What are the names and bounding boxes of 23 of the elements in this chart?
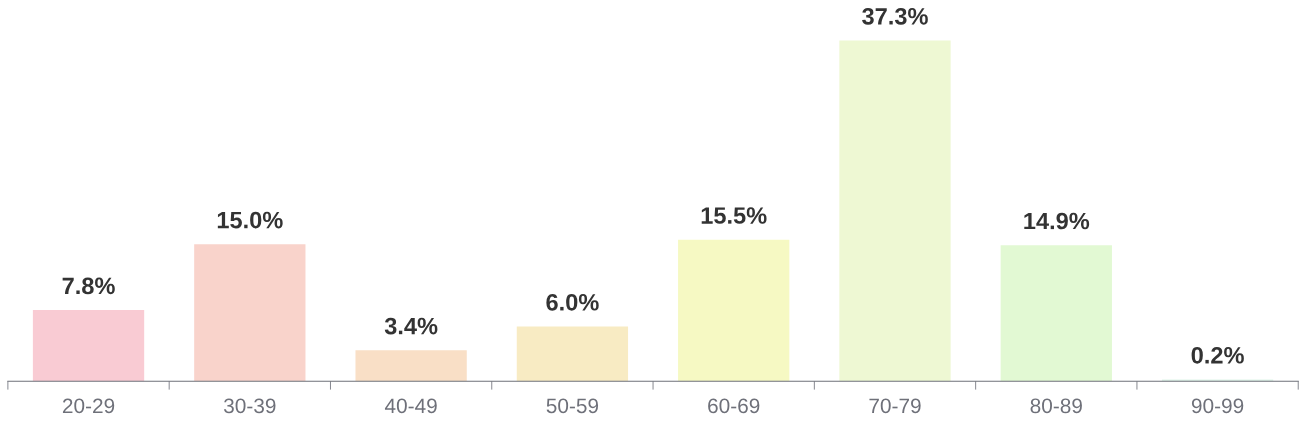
data-label: 0.2% xyxy=(1191,346,1244,364)
bar xyxy=(678,239,790,382)
x-tick-label: 70-79 xyxy=(869,398,921,414)
bar xyxy=(355,350,467,382)
data-label: 3.4% xyxy=(384,317,438,335)
data-label: 37.3% xyxy=(862,7,928,25)
x-tick-label: 80-89 xyxy=(1030,398,1082,414)
data-label: 7.8% xyxy=(62,277,115,295)
x-tick-label: 20-29 xyxy=(62,398,115,414)
x-tick-label: 90-99 xyxy=(1191,398,1244,414)
bar xyxy=(839,40,951,382)
bar xyxy=(1000,245,1112,382)
x-tick-label: 40-49 xyxy=(384,398,437,414)
x-tick-label: 50-59 xyxy=(546,398,599,414)
x-tick-label: 60-69 xyxy=(708,398,760,414)
data-label: 15.5% xyxy=(701,207,767,224)
data-label: 6.0% xyxy=(546,293,599,311)
data-label: 15.0% xyxy=(217,211,283,229)
bar xyxy=(32,310,145,382)
bar xyxy=(194,244,306,382)
x-tick-label: 30-39 xyxy=(223,398,276,414)
bar xyxy=(516,326,629,382)
data-label: 14.9% xyxy=(1024,212,1090,230)
